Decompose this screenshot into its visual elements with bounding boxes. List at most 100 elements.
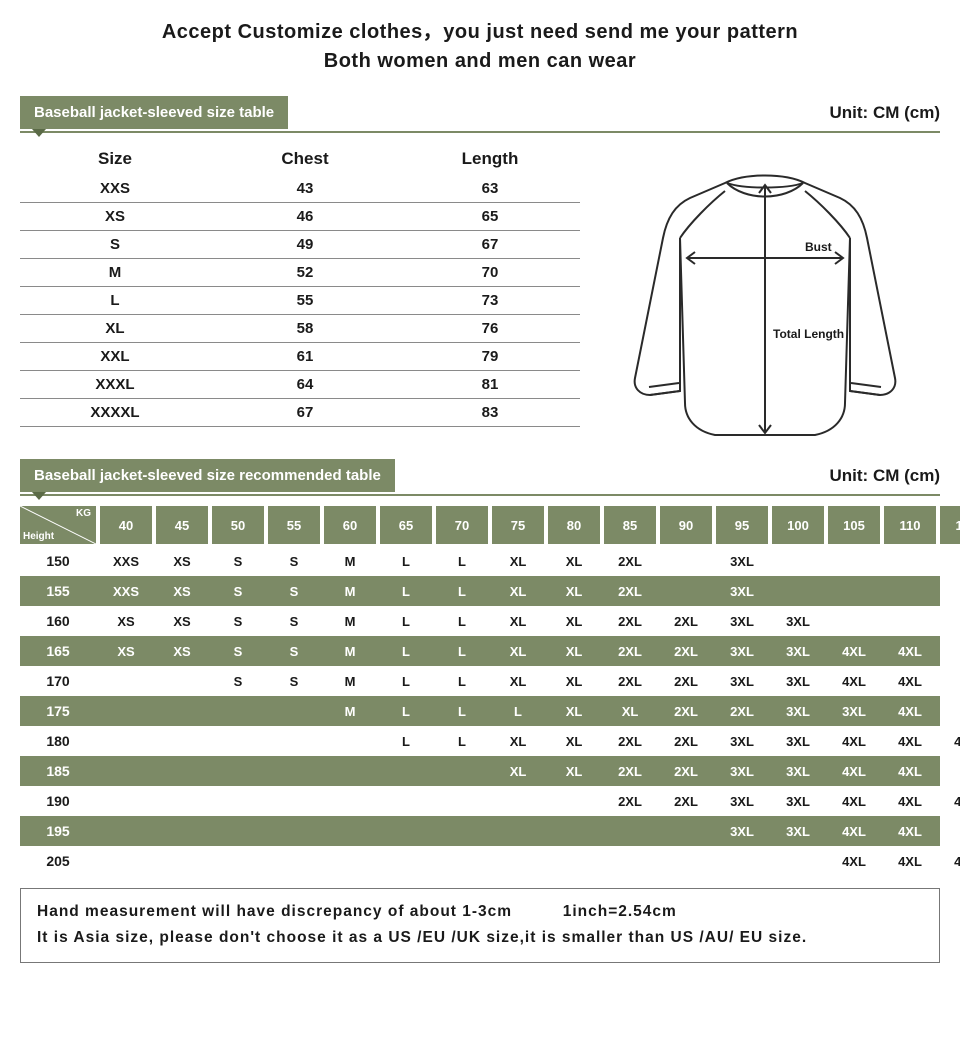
table-cell: XL [20,320,210,337]
rec-value-cell: XS [100,606,152,636]
rec-value-cell: L [436,666,488,696]
rec-value-cell: 4XL [828,786,880,816]
rec-weight-head: 65 [380,506,432,544]
rec-row: 1902XL2XL3XL3XL4XL4XL4XL [20,786,940,816]
rec-value-cell [100,666,152,696]
rec-value-cell [324,786,376,816]
rec-value-cell [100,786,152,816]
rec-value-cell: L [436,726,488,756]
rec-value-cell: 4XL [940,846,960,876]
rec-value-cell [268,696,320,726]
section1-body: Size Chest Length XXS4363XS4665S4967M527… [20,143,940,443]
rec-value-cell: 4XL [884,666,936,696]
rec-weight-head: 105 [828,506,880,544]
rec-value-cell: S [268,666,320,696]
rec-row: 150XXSXSSSMLLXLXL2XL3XL [20,546,940,576]
rec-value-cell: XS [100,636,152,666]
rec-value-cell: 4XL [940,786,960,816]
rec-value-cell: 4XL [884,696,936,726]
rec-value-cell: XL [548,576,600,606]
rec-weight-head: 110 [884,506,936,544]
rec-value-cell [660,546,712,576]
rec-value-cell [156,756,208,786]
table-cell: XXL [20,348,210,365]
rec-row: 185XLXL2XL2XL3XL3XL4XL4XL4XL [20,756,940,786]
rec-value-cell [940,606,960,636]
rec-value-cell [660,576,712,606]
rec-value-cell [212,786,264,816]
rec-value-cell: M [324,696,376,726]
rec-value-cell [660,816,712,846]
rec-value-cell: XL [492,756,544,786]
rec-weight-head: 100 [772,506,824,544]
rec-value-cell: S [212,546,264,576]
rec-value-cell [380,846,432,876]
rec-value-cell: XXS [100,576,152,606]
rec-value-cell [604,816,656,846]
rec-value-cell: XXS [100,546,152,576]
rec-value-cell [100,816,152,846]
footer-line1: Hand measurement will have discrepancy o… [37,899,923,925]
rec-value-cell: L [380,546,432,576]
table-row: XXS4363 [20,175,580,203]
rec-table-head: KGHeight40455055606570758085909510010511… [20,506,940,544]
headline-line1: Accept Customize clothes，you just need s… [20,18,940,47]
rec-value-cell: S [212,666,264,696]
rec-value-cell: S [212,576,264,606]
section1-header: Baseball jacket-sleeved size table Unit:… [20,96,940,129]
rec-value-cell [828,606,880,636]
rec-value-cell [324,726,376,756]
rec-row: 160XSXSSSMLLXLXL2XL2XL3XL3XL [20,606,940,636]
rec-value-cell [212,816,264,846]
rec-height-cell: 205 [20,846,96,876]
bust-label: Bust [805,240,832,254]
rec-value-cell: L [436,696,488,726]
table-cell: 61 [210,348,400,365]
rec-corner-cell: KGHeight [20,506,96,544]
rec-value-cell: 4XL [828,636,880,666]
table-cell: 67 [210,404,400,421]
rec-value-cell [212,726,264,756]
rec-height-cell: 150 [20,546,96,576]
rec-value-cell: 3XL [716,756,768,786]
section2-header: Baseball jacket-sleeved size recommended… [20,459,940,492]
rec-value-cell: L [380,636,432,666]
rec-value-cell [884,606,936,636]
rec-value-cell: 2XL [660,756,712,786]
rec-value-cell: 3XL [772,666,824,696]
rec-value-cell: XS [156,576,208,606]
rec-height-cell: 160 [20,606,96,636]
table-cell: S [20,236,210,253]
rec-weight-head: 90 [660,506,712,544]
rec-value-cell: 4XL [940,726,960,756]
rec-value-cell: S [268,606,320,636]
rec-value-cell: 4XL [940,696,960,726]
rec-value-cell: 4XL [828,666,880,696]
rec-value-cell: L [492,696,544,726]
rec-value-cell: 3XL [772,636,824,666]
table-row: L5573 [20,287,580,315]
table-row: XXXXL6783 [20,399,580,427]
rec-value-cell: XL [492,606,544,636]
footer-line2: It is Asia size, please don't choose it … [37,925,923,951]
rec-value-cell: XS [156,546,208,576]
rec-height-cell: 185 [20,756,96,786]
rec-weight-head: 85 [604,506,656,544]
rec-value-cell [940,576,960,606]
rec-value-cell: 2XL [660,606,712,636]
rec-value-cell [324,756,376,786]
rec-value-cell: XL [548,666,600,696]
rec-value-cell: M [324,546,376,576]
rec-value-cell: L [436,636,488,666]
table-cell: M [20,264,210,281]
table-cell: 52 [210,264,400,281]
rec-value-cell [212,696,264,726]
table-cell: XXXXL [20,404,210,421]
rec-height-cell: 175 [20,696,96,726]
col-size: Size [20,149,210,169]
rec-value-cell [772,846,824,876]
rec-row: 1953XL3XL4XL4XL4XL [20,816,940,846]
rec-weight-head: 60 [324,506,376,544]
rec-value-cell [604,846,656,876]
section1-unit: Unit: CM (cm) [830,103,940,129]
